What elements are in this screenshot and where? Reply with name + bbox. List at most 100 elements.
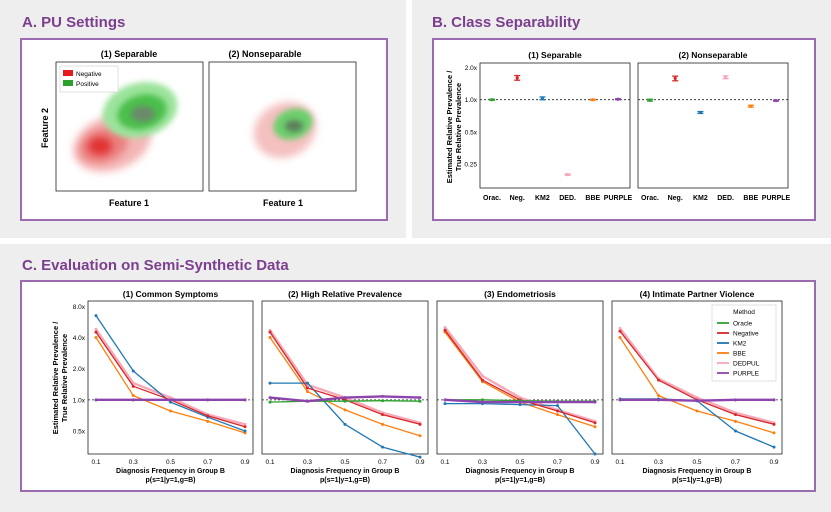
semi-point-purple — [695, 399, 699, 403]
sep-category-label: BBE — [743, 195, 758, 202]
sep-point-dedpul — [566, 173, 570, 177]
semi-point-purple — [618, 398, 622, 402]
sep-point-bbe — [591, 98, 595, 102]
semi-point-km2 — [734, 429, 737, 433]
semi-xtick-label: 0.3 — [129, 459, 138, 466]
semi-point-bbe — [556, 413, 559, 417]
pu-legend-positive-label: Positive — [76, 81, 99, 88]
semi-point-negative — [131, 384, 135, 388]
semi-point-negative — [657, 378, 660, 382]
semi-point-dedpul — [618, 326, 622, 330]
semi-xtick-label: 0.7 — [553, 459, 562, 466]
semi-axes-frame — [436, 300, 604, 455]
semi-point-purple — [381, 394, 384, 398]
pu-legend-negative-swatch — [63, 70, 73, 76]
semi-legend-label-km2: KM2 — [733, 341, 747, 348]
semi-point-purple — [734, 398, 737, 402]
semi-point-dedpul — [131, 381, 135, 385]
pu-legend-positive-swatch — [63, 80, 73, 86]
semi-point-dedpul — [94, 327, 98, 331]
sep-point-dedpul — [724, 75, 728, 79]
semi-legend-label-dedpul: DEDPUL — [733, 361, 760, 368]
semi-point-negative — [772, 422, 776, 426]
semi-legend-label-bbe: BBE — [733, 351, 747, 358]
semi-point-km2 — [169, 400, 172, 404]
nonseparable-positive-density — [273, 108, 313, 140]
semi-subplot-4: (4) Intimate Partner Violence 0.1 0.3 0.5 0.… — [611, 289, 783, 484]
semi-xlabel-line1: Diagnosis Frequency in Group B — [291, 468, 400, 475]
semi-point-purple — [169, 398, 172, 402]
semi-xtick-label: 0.1 — [265, 459, 274, 466]
semi-point-negative — [481, 378, 484, 382]
sep-ylabel-line1: Estimated Relative Prevalence / — [445, 70, 454, 183]
semi-subplot-title: (3) Endometriosis — [484, 289, 556, 299]
semi-point-km2 — [343, 422, 347, 426]
semi-xtick-label: 0.1 — [440, 459, 449, 466]
semi-point-bbe — [131, 394, 135, 398]
semi-point-dedpul — [518, 396, 522, 400]
semi-xtick-label: 0.1 — [615, 459, 624, 466]
sep-category-label: Neg. — [668, 195, 683, 202]
semi-point-bbe — [381, 422, 384, 426]
semi-point-purple — [243, 398, 247, 402]
sep-ytick-label: 2.0x — [465, 65, 478, 72]
semi-point-negative — [94, 330, 98, 334]
semi-point-purple — [131, 398, 135, 402]
semi-point-km2 — [556, 404, 559, 408]
sep-axes-frame — [637, 62, 789, 189]
semi-point-bbe — [772, 431, 776, 435]
semi-point-purple — [443, 398, 447, 402]
semi-point-purple — [268, 396, 272, 400]
semi-point-purple — [306, 399, 309, 403]
sep-subplot-2: (2) Nonseparable Orac. Neg. KM2 DED. BBE PURPL… — [637, 50, 791, 202]
semi-xlabel-line2: p(s=1|y=1,g=B) — [145, 477, 195, 484]
semi-point-bbe — [94, 335, 98, 339]
semi-point-km2 — [418, 455, 422, 459]
semi-xtick-label: 0.5 — [340, 459, 349, 466]
semi-axes-frame — [261, 300, 429, 455]
semi-point-negative — [381, 413, 384, 417]
semi-subplot-title: (2) High Relative Prevalence — [288, 289, 402, 299]
semi-subplot-title: (4) Intimate Partner Violence — [640, 289, 755, 299]
semi-point-km2 — [243, 429, 247, 433]
semi-legend-label-oracle: Oracle — [733, 321, 753, 328]
semi-point-negative — [443, 328, 447, 332]
semi-point-km2 — [94, 314, 98, 318]
semi-xtick-label: 0.7 — [378, 459, 387, 466]
semi-point-dedpul — [169, 396, 172, 400]
semi-subplot-3: (3) Endometriosis 0.1 0.3 0.5 0.7 0.9 Diagnosi… — [436, 289, 604, 484]
sep-category-label: KM2 — [693, 195, 708, 202]
pu-legend-negative-label: Negative — [76, 71, 102, 78]
semi-xtick-label: 0.9 — [240, 459, 249, 466]
semi-ytick-label: 2.0x — [73, 366, 86, 373]
sep-point-oracle — [490, 98, 494, 102]
semi-point-km2 — [381, 445, 384, 449]
sep-point-bbe — [749, 104, 753, 108]
semi-xtick-label: 0.9 — [769, 459, 778, 466]
semi-point-oracle — [381, 399, 384, 403]
sep-point-oracle — [648, 98, 652, 102]
semi-xlabel-line1: Diagnosis Frequency in Group B — [116, 468, 225, 475]
semi-point-purple — [481, 400, 484, 404]
semi-point-bbe — [418, 434, 422, 438]
semi-point-purple — [518, 400, 522, 404]
semi-point-bbe — [593, 425, 597, 429]
sep-point-purple — [774, 99, 778, 103]
semi-point-bbe — [206, 419, 210, 423]
semi-point-bbe — [343, 408, 347, 412]
sep-point-purple — [616, 97, 620, 101]
sep-category-label: PURPLE — [604, 195, 633, 202]
semi-point-negative — [206, 414, 210, 418]
semi-point-oracle — [418, 399, 422, 403]
semi-xlabel-line1: Diagnosis Frequency in Group B — [466, 468, 575, 475]
semi-point-negative — [556, 409, 559, 413]
semi-xtick-label: 0.9 — [415, 459, 424, 466]
pu-ylabel: Feature 2 — [40, 108, 50, 148]
semi-xtick-label: 0.3 — [478, 459, 487, 466]
semi-point-km2 — [518, 403, 522, 407]
semi-point-negative — [734, 413, 737, 417]
semi-point-negative — [618, 329, 622, 333]
semi-point-dedpul — [695, 396, 699, 400]
sep-ytick-label: 1.0x — [465, 97, 478, 104]
semi-point-purple — [593, 400, 597, 404]
